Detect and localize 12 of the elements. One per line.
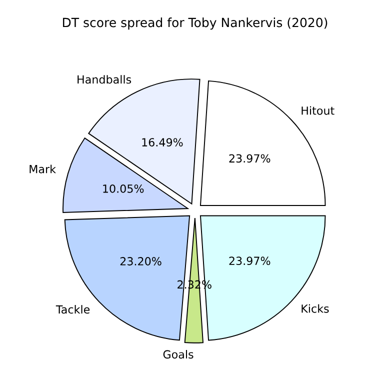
slice-label: Handballs: [78, 75, 132, 84]
data-label: 23.97%: [229, 256, 270, 266]
slice-label: Kicks: [302, 304, 329, 313]
data-label: 23.97%: [229, 154, 270, 163]
chart-title: DT score spread for Toby Nankervis (2020): [63, 18, 328, 30]
slice-label: Mark: [30, 164, 56, 174]
data-label: 23.20%: [120, 257, 162, 266]
slice-label: Hitout: [302, 106, 334, 115]
data-label: 16.49%: [142, 138, 183, 147]
slice-label: Tackle: [56, 305, 90, 314]
slice-label: Goals: [163, 350, 194, 359]
data-label: 10.05%: [103, 184, 144, 193]
